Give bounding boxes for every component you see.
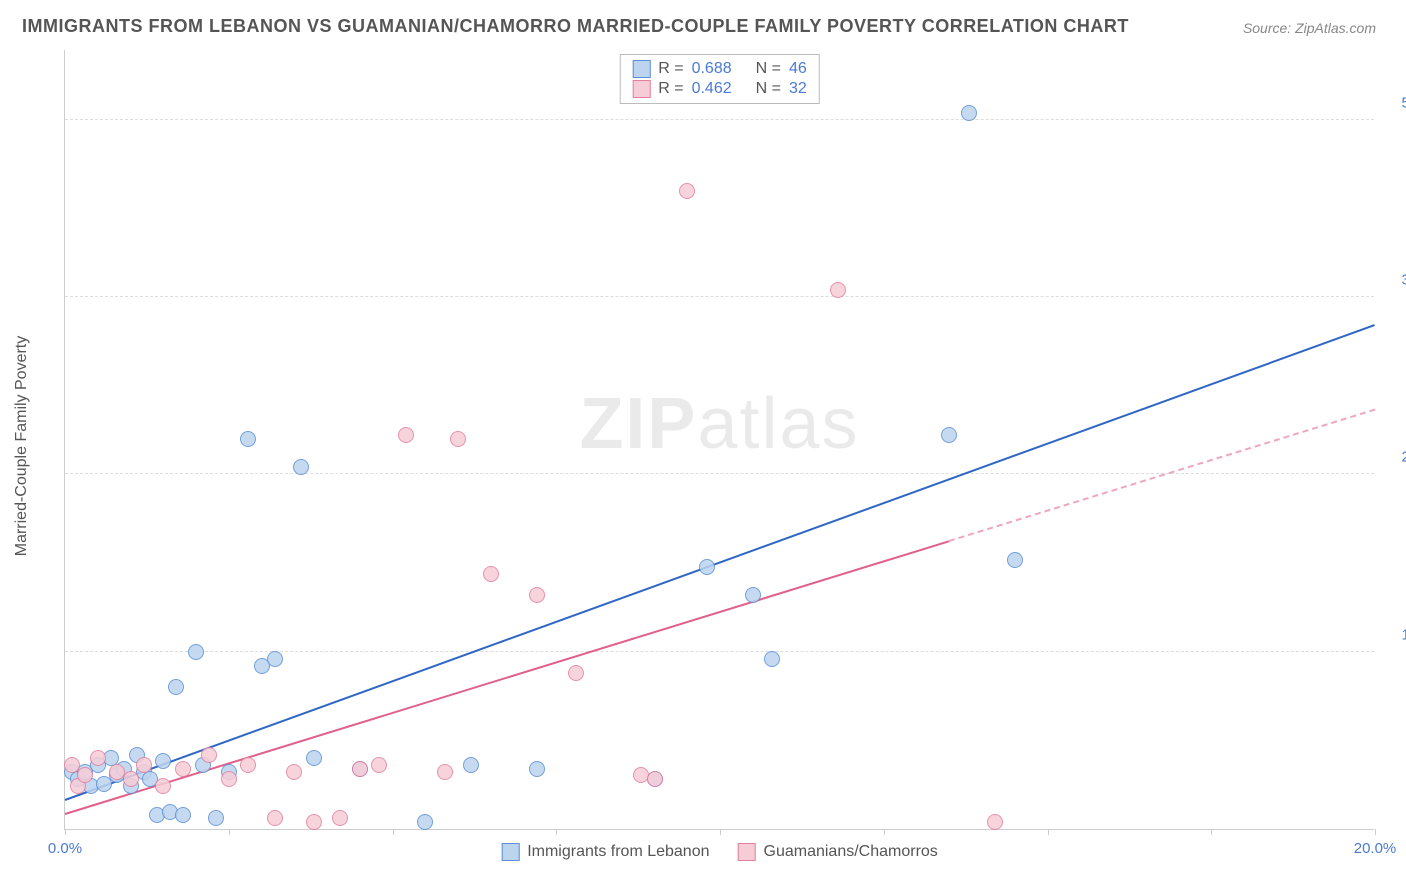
y-tick-label: 50.0% [1384,94,1406,111]
source-attribution: Source: ZipAtlas.com [1243,20,1376,36]
trend-line-series2 [65,540,950,815]
y-tick-label: 12.5% [1384,626,1406,643]
data-point-series2 [136,757,152,773]
swatch-series2-bottom [738,843,756,861]
x-tick [1048,829,1049,835]
gridline [65,296,1374,297]
x-tick [1375,829,1376,835]
legend-item-series1: Immigrants from Lebanon [501,843,709,861]
x-tick [884,829,885,835]
bottom-legend: Immigrants from Lebanon Guamanians/Chamo… [501,843,938,861]
data-point-series1 [529,761,545,777]
data-point-series2 [155,778,171,794]
data-point-series2 [371,757,387,773]
data-point-series2 [240,757,256,773]
data-point-series1 [941,427,957,443]
x-tick [720,829,721,835]
data-point-series1 [175,807,191,823]
data-point-series2 [306,814,322,830]
x-tick-label: 20.0% [1354,840,1397,857]
data-point-series1 [417,814,433,830]
legend-label-series2: Guamanians/Chamorros [764,843,938,861]
trend-line-dashed-series2 [949,409,1375,542]
x-tick-label: 0.0% [48,840,82,857]
x-tick [393,829,394,835]
data-point-series2 [450,431,466,447]
data-point-series1 [764,651,780,667]
data-point-series1 [240,431,256,447]
data-point-series2 [332,810,348,826]
data-point-series1 [699,559,715,575]
data-point-series1 [293,459,309,475]
chart-title: IMMIGRANTS FROM LEBANON VS GUAMANIAN/CHA… [22,16,1129,37]
data-point-series2 [221,771,237,787]
watermark: ZIPatlas [579,383,859,465]
data-point-series1 [961,105,977,121]
legend-item-series2: Guamanians/Chamorros [738,843,938,861]
y-axis-label: Married-Couple Family Poverty [13,336,31,557]
data-point-series1 [267,651,283,667]
data-point-series2 [352,761,368,777]
data-point-series2 [437,764,453,780]
stats-legend: R = 0.688 N = 46 R = 0.462 N = 32 [619,54,820,104]
data-point-series1 [306,750,322,766]
data-point-series2 [987,814,1003,830]
data-point-series2 [568,665,584,681]
data-point-series2 [830,282,846,298]
data-point-series1 [1007,552,1023,568]
stats-row-series2: R = 0.462 N = 32 [632,79,807,99]
data-point-series2 [90,750,106,766]
data-point-series1 [188,644,204,660]
data-point-series2 [679,183,695,199]
data-point-series2 [647,771,663,787]
gridline [65,651,1374,652]
data-point-series2 [529,587,545,603]
y-tick-label: 25.0% [1384,449,1406,466]
data-point-series2 [483,566,499,582]
legend-label-series1: Immigrants from Lebanon [527,843,709,861]
x-tick [556,829,557,835]
data-point-series2 [286,764,302,780]
data-point-series1 [463,757,479,773]
y-tick-label: 37.5% [1384,272,1406,289]
x-tick [1211,829,1212,835]
x-tick [65,829,66,835]
gridline [65,119,1374,120]
data-point-series2 [175,761,191,777]
data-point-series2 [267,810,283,826]
data-point-series2 [201,747,217,763]
data-point-series1 [745,587,761,603]
data-point-series2 [77,767,93,783]
x-tick [229,829,230,835]
plot-area: ZIPatlas R = 0.688 N = 46 R = 0.462 N = … [64,50,1374,830]
data-point-series2 [398,427,414,443]
swatch-series1-bottom [501,843,519,861]
gridline [65,473,1374,474]
data-point-series1 [208,810,224,826]
trend-line-series1 [65,324,1376,801]
swatch-series1 [632,60,650,78]
swatch-series2 [632,80,650,98]
data-point-series1 [168,679,184,695]
data-point-series2 [123,771,139,787]
data-point-series1 [155,753,171,769]
stats-row-series1: R = 0.688 N = 46 [632,59,807,79]
